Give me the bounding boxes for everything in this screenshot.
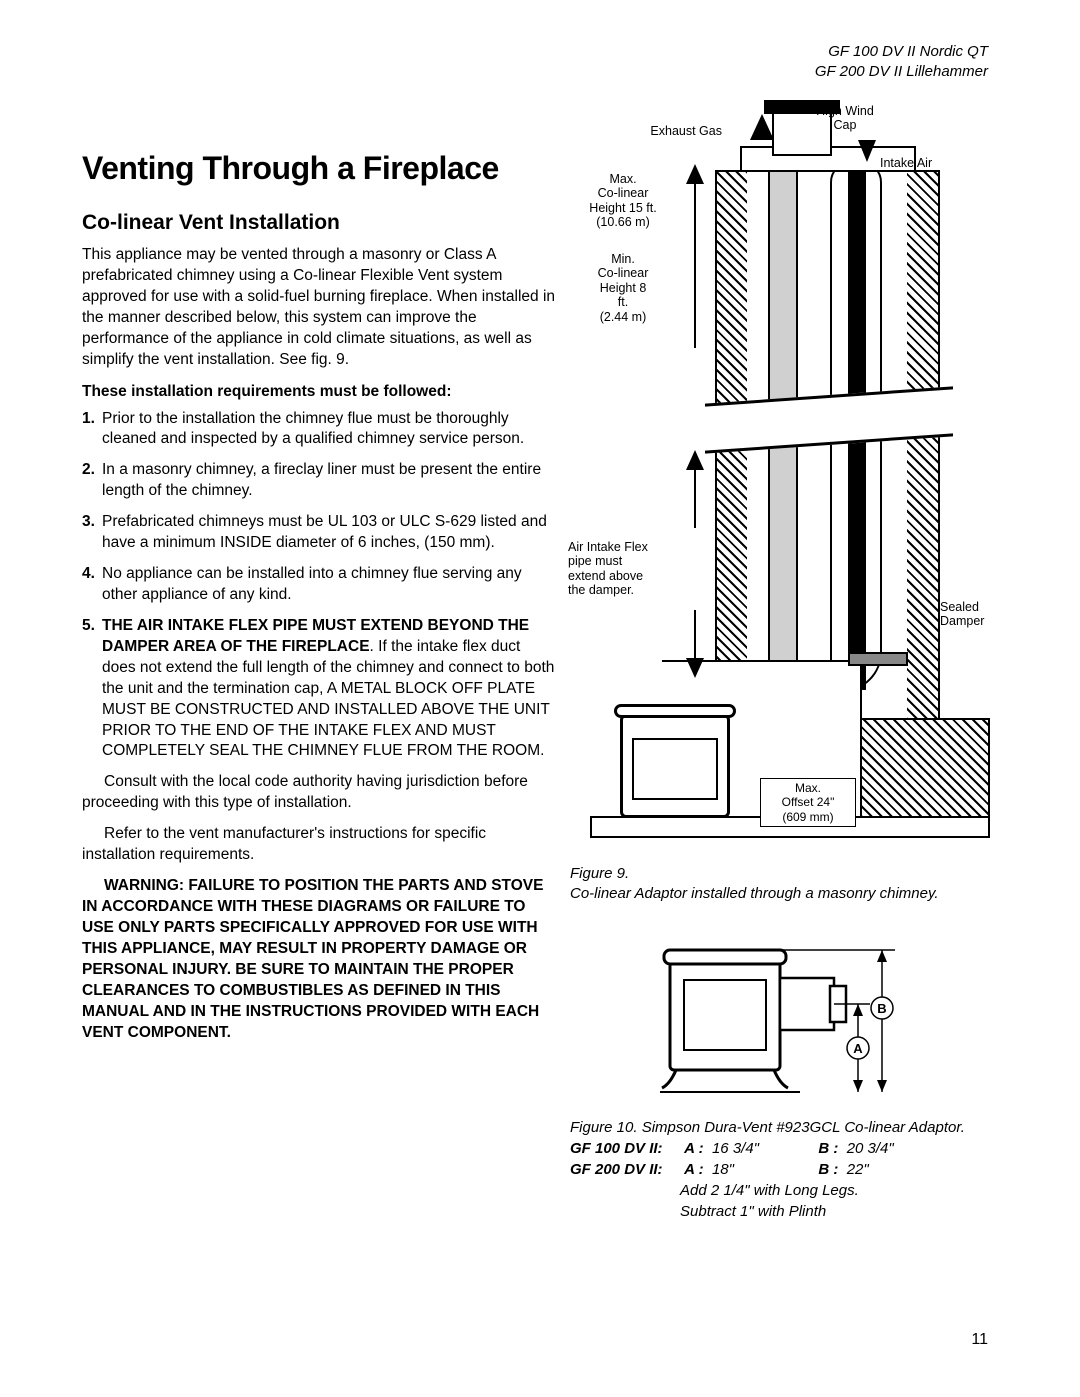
sealed-damper (848, 652, 908, 666)
dim-row-gf200: GF 200 DV II: A : 18" B : 22" (570, 1159, 1000, 1180)
figure-10-caption: Figure 10. Simpson Dura-Vent #923GCL Co-… (570, 1118, 1000, 1138)
label-exhaust-gas: Exhaust Gas (632, 124, 722, 138)
figure-9-diagram: Max. Offset 24" (609 mm) Exhaust Gas Hig… (570, 100, 1000, 870)
header-line2: GF 200 DV II Lillehammer (815, 62, 988, 82)
label-intake-air: Intake Air (880, 156, 960, 170)
dimension-line (694, 610, 696, 660)
intro-paragraph: This appliance may be vented through a m… (82, 245, 557, 371)
consult-paragraph: Consult with the local code authority ha… (82, 772, 557, 814)
requirements-label: These installation requirements must be … (82, 383, 557, 401)
page-title: Venting Through a Fireplace (82, 150, 557, 187)
dim-letter-a: A (853, 1041, 863, 1056)
label-sealed-damper: Sealed Damper (940, 600, 1002, 629)
requirement-item: Prior to the installation the chimney fl… (82, 409, 557, 451)
figure-9-caption: Figure 9. Co-linear Adaptor installed th… (570, 864, 939, 903)
warning-paragraph: WARNING: FAILURE TO POSITION THE PARTS A… (82, 876, 557, 1043)
stove-top (614, 704, 736, 718)
dim-letter-b: B (877, 1001, 886, 1016)
refer-paragraph: Refer to the vent manufacturer's instruc… (82, 824, 557, 866)
requirement-item: No appliance can be installed into a chi… (82, 564, 557, 606)
requirement-item: Prefabricated chimneys must be UL 103 or… (82, 512, 557, 554)
dim-row-gf100: GF 100 DV II: A : 16 3/4" B : 20 3/4" (570, 1138, 1000, 1159)
label-air-intake-note: Air Intake Flex pipe must extend above t… (568, 540, 688, 598)
figure-10-area: A B Figure 10. Simpson Dura-Vent #923GCL… (570, 930, 1000, 1222)
dimension-line (694, 182, 696, 348)
dimension-line (694, 468, 696, 528)
exhaust-arrow-icon (750, 114, 774, 140)
dim-note-1: Add 2 1/4" with Long Legs. (570, 1180, 1000, 1201)
offset-label: Max. Offset 24" (609 mm) (760, 778, 856, 827)
arrow-up-icon (686, 164, 704, 184)
intake-arrow-icon (858, 140, 876, 162)
header-product-ids: GF 100 DV II Nordic QT GF 200 DV II Lill… (815, 42, 988, 81)
label-high-wind-cap: High Wind Cap (800, 104, 890, 133)
requirement-item: THE AIR INTAKE FLEX PIPE MUST EXTEND BEY… (82, 616, 557, 762)
section-subtitle: Co-linear Vent Installation (82, 211, 557, 235)
header-line1: GF 100 DV II Nordic QT (815, 42, 988, 62)
left-column: Venting Through a Fireplace Co-linear Ve… (82, 150, 557, 1043)
requirements-list: Prior to the installation the chimney fl… (82, 409, 557, 763)
arrow-up-icon (686, 450, 704, 470)
label-min-height: Min. Co-linear Height 8 ft. (2.44 m) (568, 252, 678, 324)
figure-10-diagram: A B (650, 930, 920, 1110)
requirement-item-rest: . If the intake flex duct does not exten… (102, 638, 554, 760)
stove-window (632, 738, 718, 800)
dim-note-2: Subtract 1" with Plinth (570, 1201, 1000, 1222)
page-number: 11 (971, 1331, 988, 1349)
label-max-height: Max. Co-linear Height 15 ft. (10.66 m) (568, 172, 678, 230)
right-column: Max. Offset 24" (609 mm) Exhaust Gas Hig… (570, 100, 1000, 870)
requirement-item: In a masonry chimney, a fireclay liner m… (82, 460, 557, 502)
arrow-down-icon (686, 658, 704, 678)
